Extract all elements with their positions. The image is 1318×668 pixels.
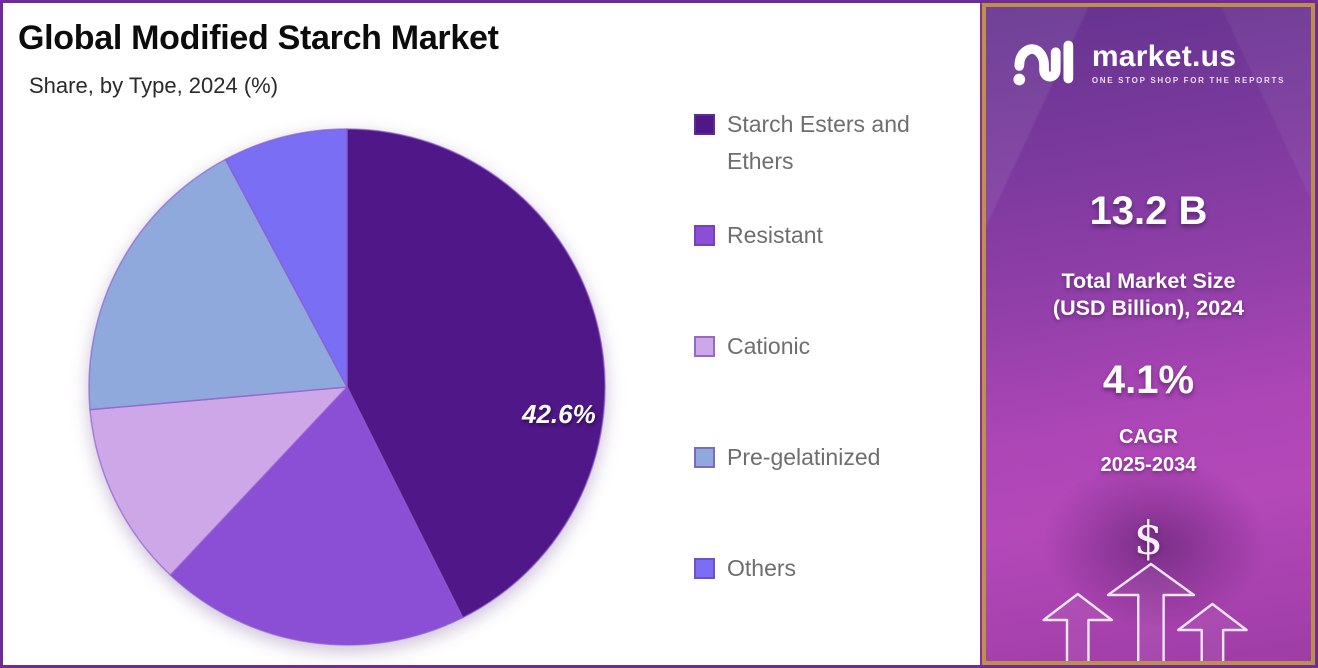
market-size-label-line2: (USD Billion), 2024 [1052, 296, 1245, 320]
pie-slice-data-label: 42.6% [522, 399, 596, 429]
cagr-label-line2: 2025-2034 [1100, 454, 1197, 476]
pie-slice-0[interactable] [346, 128, 606, 619]
page-title: Global Modified Starch Market [18, 19, 499, 57]
legend-item-2[interactable]: Cationic [694, 328, 956, 439]
pie-slice-1[interactable] [169, 386, 464, 646]
cagr-label-line1: CAGR [1119, 426, 1178, 448]
market-size-label: Total Market Size (USD Billion), 2024 [1053, 268, 1244, 322]
cagr-value: 4.1% [1102, 358, 1195, 402]
legend-item-4[interactable]: Others [694, 550, 956, 661]
brand-logo[interactable]: market.us ONE STOP SHOP FOR THE REPORTS [1012, 35, 1285, 89]
legend-swatch-icon [694, 114, 715, 135]
legend-swatch-icon [694, 447, 715, 468]
pie-slice-4[interactable] [224, 128, 348, 388]
pie-slice-2[interactable] [89, 386, 348, 576]
chart-panel: Global Modified Starch Market Share, by … [3, 3, 982, 665]
market-size-value: 13.2 B [1089, 189, 1208, 233]
brand-sidebar: market.us ONE STOP SHOP FOR THE REPORTS … [982, 3, 1315, 665]
legend-item-3[interactable]: Pre-gelatinized [694, 439, 956, 550]
legend-item-1[interactable]: Resistant [694, 217, 956, 328]
dollar-icon: $ [1133, 511, 1164, 565]
brand-name: market.us [1091, 39, 1237, 73]
pie-slice-3[interactable] [88, 158, 348, 411]
legend-swatch-icon [694, 336, 715, 357]
legend-label: Pre-gelatinized [727, 444, 881, 470]
legend-label: Starch Esters and Ethers [727, 111, 910, 174]
legend-label: Resistant [727, 222, 823, 248]
legend: Starch Esters and Ethers Resistant Cationi… [694, 106, 956, 661]
legend-item-0[interactable]: Starch Esters and Ethers [694, 106, 956, 217]
brand-tagline: ONE STOP SHOP FOR THE REPORTS [1091, 75, 1286, 85]
legend-label: Others [727, 555, 797, 581]
legend-swatch-icon [694, 558, 715, 579]
growth-arrows-icon [1042, 562, 1248, 661]
cagr-label: CAGR 2025-2034 [1101, 423, 1197, 479]
market-size-label-line1: Total Market Size [1061, 269, 1236, 293]
marketus-logo-icon [1013, 40, 1074, 86]
legend-label: Cationic [727, 333, 811, 359]
legend-swatch-icon [694, 225, 715, 246]
pie-chart[interactable] [84, 124, 610, 650]
pie-chart-area [84, 124, 610, 650]
chart-subtitle: Share, by Type, 2024 (%) [29, 73, 279, 98]
